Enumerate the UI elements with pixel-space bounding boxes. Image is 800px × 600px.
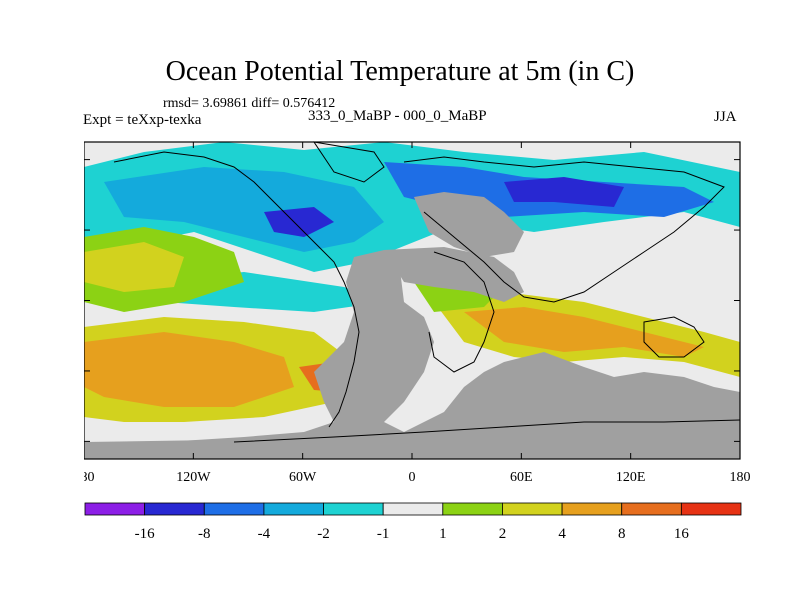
colorbar-label: 1 (439, 526, 447, 542)
colorbar-swatch (144, 502, 205, 516)
colorbar-swatch (263, 502, 324, 516)
warm-anomaly-south-2 (84, 332, 294, 407)
colorbar-label: 2 (499, 526, 507, 542)
land-south-america-africa (84, 250, 740, 459)
map-title: Ocean Potential Temperature at 5m (in C) (165, 56, 635, 87)
x-tick-label: 120E (616, 470, 646, 484)
colorbar-swatch (442, 502, 503, 516)
cold-core-asia (504, 177, 624, 207)
colorbar-label: -1 (377, 526, 390, 542)
colorbar-swatch (680, 502, 742, 516)
colorbar-swatch (203, 502, 265, 516)
x-tick-label: 60E (510, 470, 533, 484)
colorbar-swatch (382, 502, 444, 516)
x-tick-label: 180 (730, 470, 751, 484)
warm-anomaly-pacific-2 (84, 242, 184, 292)
coastline-africa (428, 251, 495, 373)
color-legend: -16 -8 -4 -2 -1 1 2 4 8 16 (84, 502, 742, 542)
colorbar-label: 4 (558, 526, 566, 542)
difference-label: 333_0_MaBP - 000_0_MaBP (308, 108, 487, 124)
coastline-greenland (312, 141, 385, 183)
colorbar-label: 16 (674, 526, 690, 542)
coastline-antarctica (233, 419, 741, 443)
coastlines (113, 141, 741, 443)
colorbar-swatch (621, 502, 682, 516)
colorbar-swatch (502, 502, 563, 516)
x-tick-label: 120W (176, 470, 211, 484)
land-antarctica (84, 432, 740, 459)
coastline-eurasia (403, 156, 725, 303)
colorbar-label: 8 (618, 526, 626, 542)
season-label: JJA (714, 109, 737, 125)
stats-label: rmsd= 3.69861 diff= 0.576412 (163, 96, 336, 111)
colorbar-swatch (561, 502, 623, 516)
colorbar-label: -2 (317, 526, 330, 542)
land-central-eurasia (414, 192, 524, 257)
colorbar-swatch (323, 502, 384, 516)
coastline-australia (643, 316, 705, 358)
colorbar-swatch (84, 502, 146, 516)
temperature-map: 80N40N040S80S180120W60W060E120E180 (84, 141, 751, 484)
warm-anomaly-indian-2 (464, 307, 704, 357)
experiment-label: Expt = teXxp-texka (83, 112, 202, 128)
colorbar-label: -8 (198, 526, 211, 542)
x-tick-label: 60W (289, 470, 317, 484)
colorbar-label: -16 (135, 526, 155, 542)
land-north-africa (384, 247, 524, 302)
cold-core-pacific (264, 207, 334, 237)
colorbar-label: -4 (258, 526, 271, 542)
x-tick-label: 180 (84, 470, 95, 484)
coastline-americas (113, 151, 360, 428)
x-tick-label: 0 (409, 470, 416, 484)
